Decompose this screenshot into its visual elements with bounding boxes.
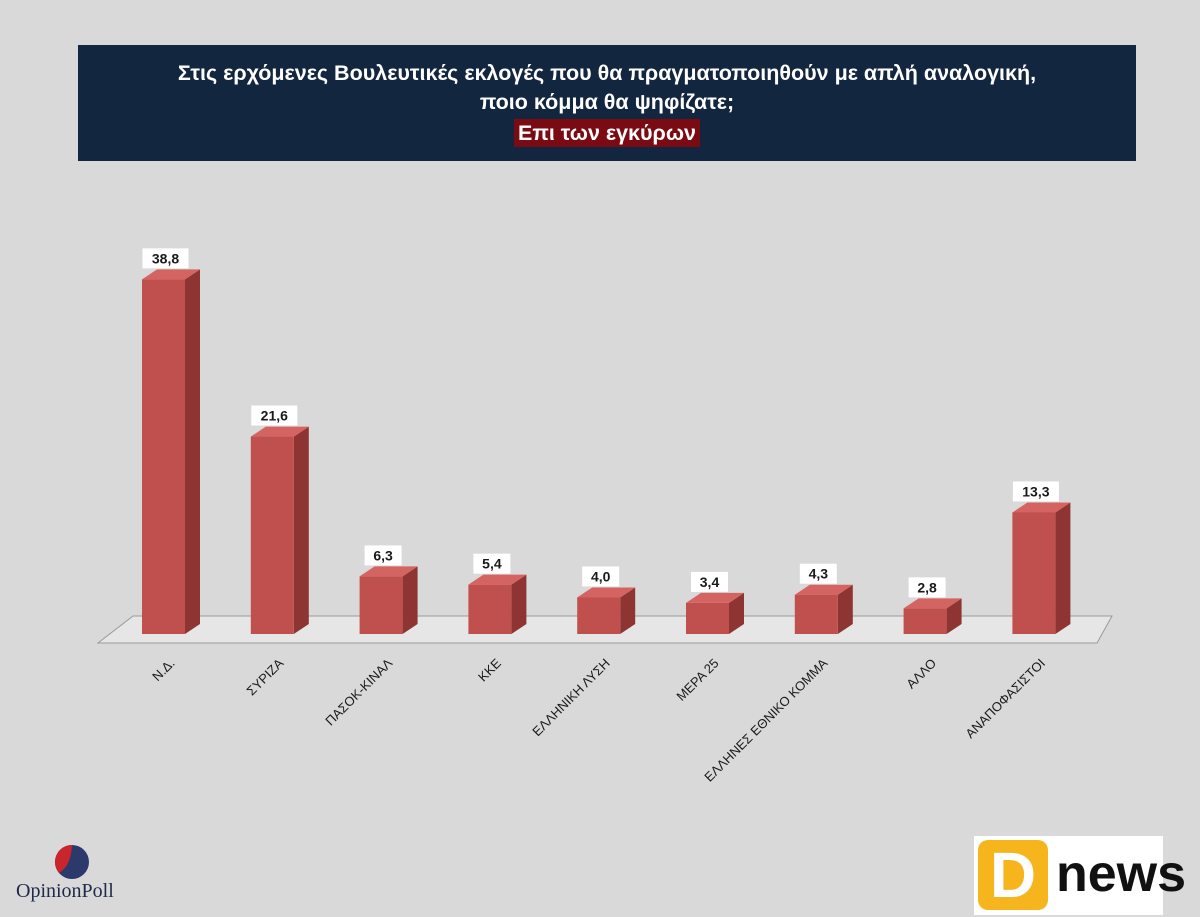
- bar-8: [903, 598, 962, 634]
- bar-front: [794, 594, 838, 634]
- bar-top: [686, 592, 744, 603]
- category-label: ΠΑΣΟΚ-ΚΙΝΑΛ: [322, 655, 395, 728]
- value-label: 4,0: [591, 568, 611, 584]
- bar-front: [903, 608, 947, 634]
- value-label-box: [908, 577, 946, 598]
- category-label: ΜΕΡΑ 25: [673, 656, 721, 704]
- category-label: ΑΝΑΠΟΦΑΣΙΣΤΟΙ: [962, 656, 1048, 742]
- bar-top: [903, 598, 962, 609]
- value-label: 4,3: [809, 566, 829, 582]
- bar-side: [185, 269, 200, 634]
- value-label: 3,4: [700, 574, 720, 590]
- value-label: 6,3: [373, 547, 393, 563]
- bar-7: [794, 584, 853, 634]
- chart-title-line-1: Στις ερχόμενες Βουλευτικές εκλογές που θ…: [177, 61, 1037, 85]
- value-label: 38,8: [152, 250, 179, 266]
- bar-top: [359, 566, 418, 577]
- bar-front: [577, 597, 621, 634]
- opinionpoll-circle-icon: [54, 844, 89, 879]
- dnews-wordmark: news: [1056, 845, 1187, 903]
- value-label-box: [1012, 481, 1059, 502]
- value-label-box: [691, 571, 728, 592]
- bar-3: [359, 566, 418, 634]
- bar-top: [577, 587, 636, 598]
- dnews-d-letter: D: [989, 839, 1037, 911]
- value-label-box: [582, 566, 620, 587]
- bar-1: [142, 269, 200, 634]
- bar-front: [250, 436, 294, 634]
- bar-side: [1055, 502, 1071, 634]
- bar-6: [686, 592, 744, 634]
- bar-side: [293, 426, 309, 634]
- chart-title-line-2: ποιο κόμμα θα ψηφίζατε;: [479, 90, 735, 114]
- opinionpoll-logo-text: OpinionPoll: [16, 880, 114, 902]
- category-label: Ν.Δ.: [149, 656, 177, 684]
- value-label-box: [473, 553, 511, 574]
- bar-4: [468, 574, 527, 634]
- bar-side: [946, 598, 962, 634]
- value-labels: 38,8 21,6 6,3 5,4 4,0 3,4 4,3 2,8 13,3: [142, 248, 1059, 598]
- bar-side: [511, 574, 527, 634]
- bar-top: [1012, 502, 1071, 513]
- bar-2: [250, 426, 309, 634]
- category-label: ΚΚΕ: [475, 655, 504, 684]
- chart-subtitle: Επι των εγκύρων: [514, 119, 700, 147]
- value-label-box: [251, 405, 298, 426]
- value-label: 21,6: [261, 408, 288, 424]
- category-labels: Ν.Δ. ΣΥΡΙΖΑ ΠΑΣΟΚ-ΚΙΝΑΛ ΚΚΕ ΕΛΛΗΝΙΚΗ ΛΥΣΗ ΜΕΡ…: [149, 655, 1048, 784]
- bar-side: [729, 592, 744, 634]
- bar-side: [837, 584, 853, 634]
- bars: [142, 269, 1071, 634]
- dnews-d-badge: D: [978, 840, 1048, 910]
- chart-title-box: Στις ερχόμενες Βουλευτικές εκλογές που θ…: [78, 45, 1136, 161]
- category-label: ΕΛΛΗΝΙΚΗ ΛΥΣΗ: [529, 656, 613, 740]
- value-label-box: [364, 545, 402, 566]
- value-label: 2,8: [917, 579, 937, 595]
- category-label: ΕΛΛΗΝΕΣ ΕΘΝΙΚΟ ΚΟΜΜΑ: [701, 655, 830, 784]
- bar-top: [794, 584, 853, 595]
- value-label: 5,4: [482, 556, 502, 572]
- category-label: ΑΛΛΟ: [903, 656, 939, 692]
- value-label-box: [142, 248, 189, 269]
- bar-top: [468, 574, 527, 585]
- bar-top: [250, 426, 309, 437]
- bar-side: [620, 587, 636, 634]
- value-label: 13,3: [1022, 483, 1049, 499]
- bar-front: [142, 279, 185, 634]
- bar-side: [402, 566, 418, 634]
- bar-front: [1012, 512, 1056, 634]
- bar-front: [359, 576, 403, 634]
- value-label-box: [799, 563, 837, 584]
- bar-9: [1012, 502, 1071, 634]
- dnews-logo: D news: [974, 836, 1186, 915]
- bar-top: [142, 269, 200, 280]
- category-label: ΣΥΡΙΖΑ: [244, 655, 287, 698]
- bar-5: [577, 587, 636, 634]
- bar-front: [686, 602, 729, 634]
- bar-front: [468, 584, 512, 634]
